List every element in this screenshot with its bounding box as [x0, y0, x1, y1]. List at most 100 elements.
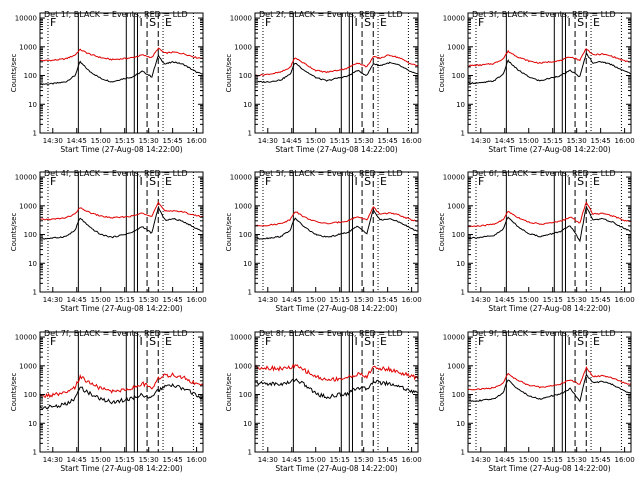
marker-label-I: I	[354, 175, 357, 188]
x-tick-label: 16:00	[402, 456, 422, 464]
y-tick-label: 10	[456, 101, 465, 109]
x-tick-label: 16:00	[402, 137, 422, 145]
x-tick-label: 14:30	[43, 137, 63, 145]
x-tick-label: 15:15	[115, 296, 135, 304]
x-tick-label: 15:45	[591, 137, 611, 145]
series-line-lld	[255, 206, 418, 227]
y-tick-label: 100	[24, 72, 37, 80]
y-tick-label: 1	[461, 289, 465, 297]
marker-label-F: F	[50, 335, 56, 348]
x-tick-label: 16:00	[615, 456, 635, 464]
marker-label-I: I	[139, 16, 142, 29]
y-tick-label: 10000	[230, 334, 252, 342]
x-tick-label: 14:45	[282, 296, 302, 304]
x-axis-label: Start Time (27-Aug-08 14:22:00)	[275, 145, 397, 154]
y-axis-label: Counts/sec	[225, 213, 233, 252]
series-line-events	[255, 378, 418, 400]
plot-frame	[254, 12, 419, 134]
y-tick-label: 10	[456, 420, 465, 428]
y-axis-label: Counts/sec	[10, 373, 18, 412]
x-tick-label: 15:45	[378, 456, 398, 464]
series-line-events	[255, 61, 418, 84]
marker-label-E: E	[593, 335, 600, 348]
x-tick-label: 14:45	[282, 137, 302, 145]
x-tick-label: 15:30	[354, 296, 374, 304]
x-tick-label: 15:30	[139, 296, 159, 304]
marker-label-E: E	[593, 16, 600, 29]
marker-label-I: I	[567, 175, 570, 188]
y-tick-label: 10000	[15, 174, 37, 182]
y-tick-label: 100	[239, 391, 252, 399]
y-axis-label: Counts/sec	[10, 54, 18, 93]
marker-label-S: S	[149, 16, 156, 29]
panel-title: Det 8f, BLACK = Events, RED = LLD	[259, 329, 403, 338]
plot-frame	[39, 171, 204, 293]
marker-label-F: F	[265, 335, 271, 348]
marker-label-E: E	[380, 16, 387, 29]
marker-label-I: I	[567, 335, 570, 348]
series-line-lld	[255, 54, 418, 77]
y-tick-label: 1	[461, 130, 465, 138]
plot-frame	[467, 171, 632, 293]
x-tick-label: 15:15	[543, 137, 563, 145]
x-tick-label: 15:00	[519, 296, 539, 304]
x-tick-label: 15:30	[139, 137, 159, 145]
x-tick-label: 15:00	[91, 296, 111, 304]
panel-title: Det 6f, BLACK = Events, RED = LLD	[472, 169, 616, 178]
y-tick-label: 10000	[15, 15, 37, 23]
x-tick-label: 15:00	[519, 456, 539, 464]
x-tick-label: 16:00	[187, 296, 207, 304]
x-tick-label: 15:30	[567, 296, 587, 304]
y-tick-label: 10	[456, 260, 465, 268]
marker-label-F: F	[478, 335, 484, 348]
x-tick-label: 14:30	[258, 456, 278, 464]
y-tick-label: 10	[28, 260, 37, 268]
x-tick-label: 16:00	[187, 456, 207, 464]
x-tick-label: 14:45	[495, 456, 515, 464]
panel-title: Det 3f, BLACK = Events, RED = LLD	[472, 10, 616, 19]
x-tick-label: 15:15	[330, 137, 350, 145]
series-line-lld	[255, 363, 418, 382]
x-tick-label: 15:45	[163, 137, 183, 145]
y-tick-label: 1000	[19, 362, 37, 370]
x-axis-label: Start Time (27-Aug-08 14:22:00)	[275, 304, 397, 313]
series-line-lld	[468, 48, 631, 67]
marker-label-S: S	[577, 335, 584, 348]
x-axis-label: Start Time (27-Aug-08 14:22:00)	[488, 464, 610, 473]
x-tick-label: 14:30	[43, 456, 63, 464]
y-tick-label: 10	[28, 101, 37, 109]
marker-label-F: F	[50, 16, 56, 29]
x-tick-label: 15:15	[115, 137, 135, 145]
y-tick-label: 10	[28, 420, 37, 428]
marker-label-E: E	[593, 175, 600, 188]
x-axis-label: Start Time (27-Aug-08 14:22:00)	[275, 464, 397, 473]
series-line-events	[255, 208, 418, 240]
marker-label-E: E	[165, 175, 172, 188]
marker-label-S: S	[364, 335, 371, 348]
y-axis-label: Counts/sec	[438, 54, 446, 93]
series-line-lld	[468, 366, 631, 391]
x-tick-label: 14:30	[471, 456, 491, 464]
y-tick-label: 1	[461, 449, 465, 457]
y-tick-label: 1000	[447, 43, 465, 51]
series-line-events	[468, 373, 631, 403]
x-tick-label: 14:30	[258, 296, 278, 304]
x-tick-label: 15:00	[91, 137, 111, 145]
marker-label-S: S	[364, 175, 371, 188]
x-tick-label: 15:15	[330, 456, 350, 464]
panel-title: Det 7f, BLACK = Events, RED = LLD	[44, 329, 188, 338]
panel-title: Det 5f, BLACK = Events, RED = LLD	[259, 169, 403, 178]
x-tick-label: 16:00	[187, 137, 207, 145]
y-tick-label: 1	[33, 130, 37, 138]
x-tick-label: 15:15	[330, 296, 350, 304]
plot-frame	[39, 331, 204, 453]
marker-label-E: E	[380, 335, 387, 348]
y-tick-label: 1	[33, 449, 37, 457]
